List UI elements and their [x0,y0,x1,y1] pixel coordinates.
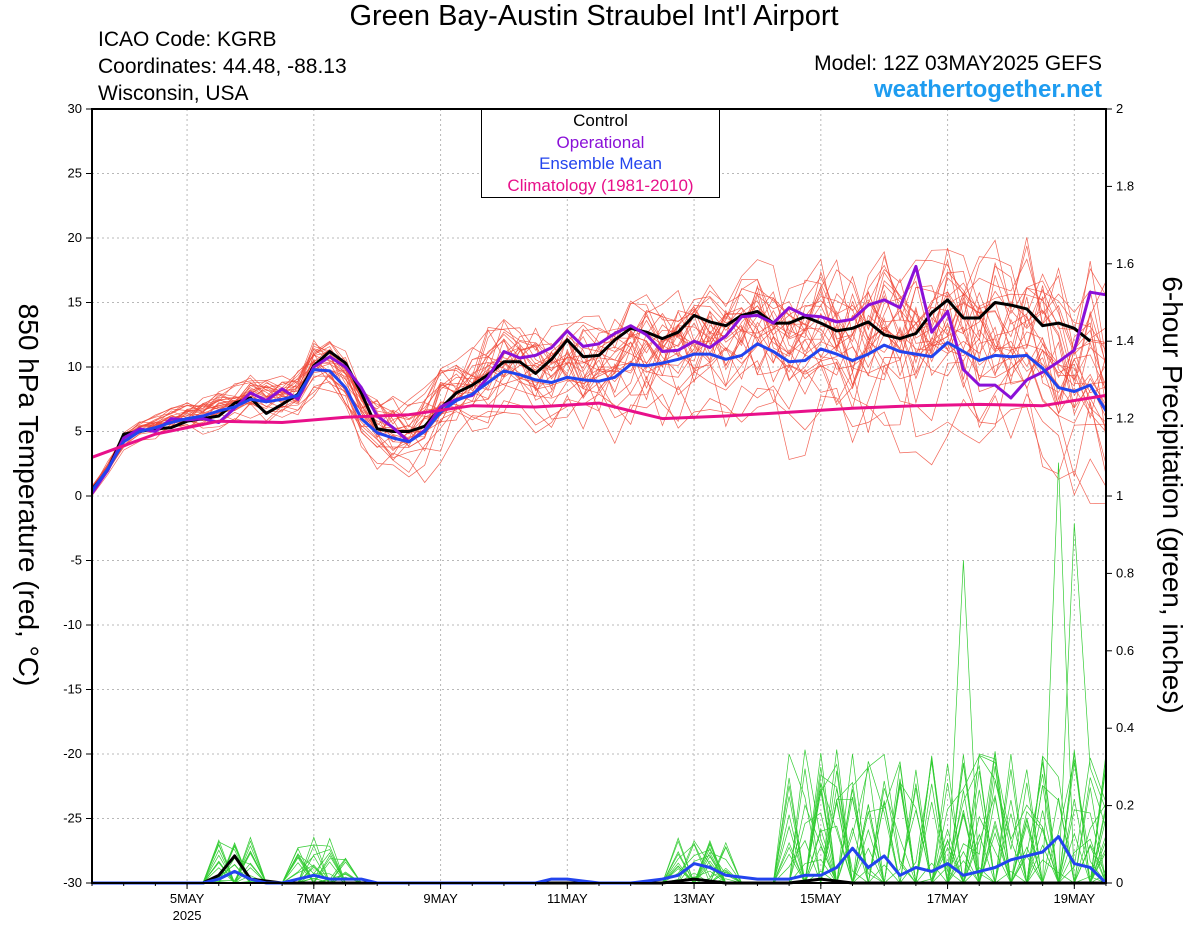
temp-member-line [91,237,1107,487]
temp-member-line [91,357,1107,494]
x-tick-label: 9MAY [423,891,458,906]
y2-tick-label: 0 [1116,875,1123,890]
temp-member-line [91,259,1107,487]
x-tick-label: 15MAY [800,891,842,906]
temp-member-line [91,358,1107,496]
x-tick-sublabel: 2025 [173,908,202,923]
x-tick-label: 5MAY [170,891,205,906]
model-run-label: Model: 12Z 03MAY2025 GEFS [814,52,1102,75]
y-tick-label: -20 [63,746,82,761]
climatology-1981-2010-temp-line [91,393,1107,459]
y-tick-label: 25 [68,166,82,181]
control-temp-line [90,298,1092,491]
legend-entry-ensemble-mean: Ensemble Mean [539,154,662,173]
y2-tick-label: 1 [1116,488,1123,503]
coordinates-label: Coordinates: 44.48, -88.13 [98,55,347,78]
y2-tick-label: 1.2 [1116,411,1134,426]
temp-member-line [91,265,1107,490]
legend-entry-climatology: Climatology (1981-2010) [507,175,694,195]
y-tick-label: 20 [68,230,82,245]
temp-member-line [91,304,1107,491]
x-tick-label: 7MAY [297,891,332,906]
temp-member-line [91,258,1107,488]
temp-member-line [91,249,1107,490]
legend-entry-control: Control [573,111,628,130]
y-tick-label: 5 [75,424,82,439]
y-tick-label: -5 [70,553,82,568]
precip-member-line [92,768,1107,884]
temp-member-line [91,245,1107,490]
region-label: Wisconsin, USA [98,82,249,105]
ensemble-mean-precip-line [92,835,1108,885]
temp-member-line [91,273,1107,492]
y-tick-label: 0 [75,488,82,503]
precip-member-line [92,462,1107,885]
y2-tick-label: 0.4 [1116,720,1134,735]
y2-tick-label: 1.6 [1116,256,1134,271]
y-axis-label-right: 6-hour Precipitation (green, inches) [1157,276,1188,714]
y2-tick-label: 1.8 [1116,178,1134,193]
y-axis-label-left: 850 hPa Temperature (red, °C) [13,303,44,687]
site-link[interactable]: weathertogether.net [873,76,1102,103]
y-tick-label: -25 [63,811,82,826]
temp-member-line [91,278,1107,492]
y-tick-label: 30 [68,101,82,116]
y2-tick-label: 0.6 [1116,643,1134,658]
precip-member-line [92,523,1107,885]
x-tick-label: 19MAY [1053,891,1095,906]
legend: Control Operational Ensemble Mean Climat… [481,109,720,198]
x-tick-label: 11MAY [547,891,588,906]
y-tick-label: -10 [63,617,82,632]
y-tick-label: 10 [68,359,82,374]
chart-title: Green Bay-Austin Straubel Int'l Airport [349,0,839,32]
y-tick-label: -30 [63,875,82,890]
y2-tick-label: 2 [1116,101,1123,116]
y2-tick-label: 1.4 [1116,333,1134,348]
temp-member-line [91,282,1107,491]
temp-member-line [91,294,1107,491]
operational-temp-line [90,264,1107,495]
highlight-series [90,264,1108,885]
axes: 302520151050-5-10-15-20-25-3021.81.61.41… [63,101,1134,923]
legend-entry-operational: Operational [556,132,645,152]
icao-code-label: ICAO Code: KGRB [98,28,277,51]
y2-tick-label: 0.2 [1116,798,1134,813]
y-tick-label: 15 [68,295,82,310]
ensemble-mean-temp-line [90,341,1108,492]
x-tick-label: 17MAY [927,891,969,906]
gridlines [92,109,1106,883]
y-tick-label: -15 [63,682,82,697]
x-tick-label: 13MAY [673,891,715,906]
y2-tick-label: 0.8 [1116,565,1134,580]
temp-member-line [91,291,1107,490]
